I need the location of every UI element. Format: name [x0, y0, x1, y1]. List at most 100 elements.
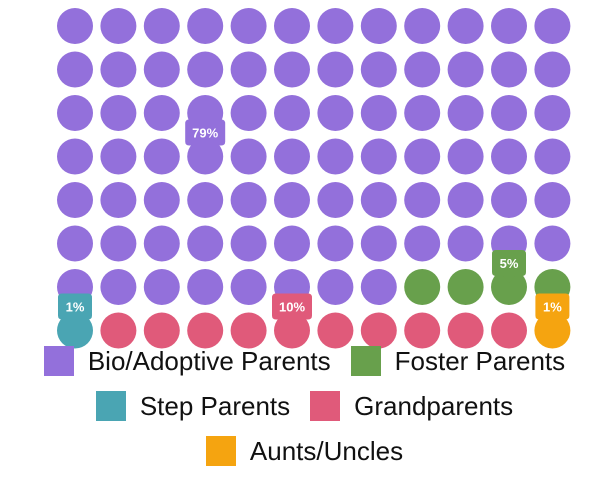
legend-swatch	[95, 391, 126, 421]
callout-bubble	[185, 119, 226, 153]
waffle-cell-bio	[230, 95, 267, 131]
waffle-cell-bio	[230, 51, 267, 88]
waffle-cell-bio	[360, 138, 397, 175]
waffle-cell-grand	[274, 312, 310, 349]
waffle-cell-grand	[100, 312, 137, 349]
waffle-cell-bio	[187, 8, 224, 44]
legend-swatch	[350, 346, 381, 376]
legend-swatch	[43, 346, 74, 376]
waffle-cell-bio	[491, 51, 527, 88]
waffle-cell-grand	[230, 312, 267, 349]
waffle-cell-grand	[187, 312, 224, 349]
legend-label: Aunts/Uncles	[249, 436, 404, 466]
legend-item-step: Step Parents	[95, 391, 291, 421]
waffle-cell-bio	[447, 95, 484, 131]
waffle-cell-bio	[404, 138, 441, 175]
waffle-cell-bio	[143, 225, 180, 262]
waffle-cell-bio	[360, 95, 397, 131]
waffle-cell-grand	[404, 312, 441, 349]
legend-label: Step Parents	[139, 391, 291, 421]
waffle-cell-bio	[100, 138, 137, 175]
legend-row: Step Parents Grandparents	[0, 391, 609, 421]
waffle-cell-bio	[404, 51, 441, 88]
waffle-cell-bio	[360, 225, 397, 262]
legend-label: Grandparents	[354, 391, 514, 421]
waffle-cell-aunt	[534, 312, 571, 349]
callout-foster: 5%	[492, 250, 526, 283]
data-label: 1%	[66, 300, 85, 315]
callout-bubble	[58, 293, 92, 327]
legend-item-bio: Bio/Adoptive Parents	[43, 346, 331, 376]
legend-item-aunt: Aunts/Uncles	[205, 436, 404, 466]
waffle-cell-grand	[491, 312, 527, 349]
callout-bubble	[535, 293, 570, 327]
waffle-cell-bio	[230, 138, 267, 175]
callout-aunt: 1%	[535, 293, 570, 327]
waffle-cell-bio	[491, 182, 527, 218]
callout-bubble	[492, 250, 526, 283]
legend-row: Aunts/Uncles	[0, 436, 609, 466]
waffle-cell-grand	[447, 312, 484, 349]
waffle-cell-bio	[143, 8, 180, 44]
legend-swatch	[310, 391, 341, 421]
waffle-cell-bio	[491, 95, 527, 131]
waffle-cell-bio	[491, 138, 527, 175]
waffle-cell-bio	[57, 8, 93, 44]
legend-item-foster: Foster Parents	[350, 346, 566, 376]
callout-bio: 79%	[185, 119, 226, 153]
waffle-cell-bio	[100, 8, 137, 44]
legend-label: Bio/Adoptive Parents	[87, 346, 331, 376]
waffle-cell-grand	[143, 312, 180, 349]
data-label: 79%	[192, 126, 218, 141]
waffle-cell-bio	[274, 95, 310, 131]
waffle-cell-bio	[274, 51, 310, 88]
waffle-cell-bio	[491, 8, 527, 44]
waffle-cell-bio	[534, 95, 571, 131]
waffle-cell-bio	[317, 138, 354, 175]
waffle-cell-bio	[100, 269, 137, 305]
waffle-cell-bio	[100, 95, 137, 131]
legend-label: Foster Parents	[394, 346, 566, 376]
waffle-cell-bio	[447, 225, 484, 262]
waffle-cell-bio	[404, 95, 441, 131]
legend-row: Bio/Adoptive Parents Foster Parents	[0, 346, 609, 376]
waffle-cell-bio	[57, 182, 93, 218]
waffle-cell-bio	[534, 182, 571, 218]
waffle-cell-bio	[360, 8, 397, 44]
waffle-cell-bio	[360, 182, 397, 218]
waffle-cell-bio	[143, 269, 180, 305]
waffle-cell-bio	[57, 51, 93, 88]
waffle-cell-bio	[360, 51, 397, 88]
waffle-cell-bio	[143, 138, 180, 175]
waffle-cell-bio	[534, 51, 571, 88]
waffle-cell-foster	[404, 269, 441, 305]
waffle-cell-bio	[317, 182, 354, 218]
waffle-cell-bio	[274, 225, 310, 262]
waffle-cell-bio	[317, 225, 354, 262]
legend-swatch	[205, 436, 236, 466]
waffle-cell-bio	[274, 138, 310, 175]
waffle-cell-bio	[447, 138, 484, 175]
waffle-cell-bio	[360, 269, 397, 305]
callout-grand: 10%	[272, 293, 312, 327]
waffle-cell-bio	[447, 182, 484, 218]
waffle-cell-bio	[100, 51, 137, 88]
data-label: 10%	[279, 300, 305, 315]
waffle-cell-bio	[317, 269, 354, 305]
waffle-cell-bio	[100, 225, 137, 262]
waffle-cell-bio	[274, 182, 310, 218]
waffle-cell-bio	[187, 51, 224, 88]
waffle-cell-bio	[534, 138, 571, 175]
waffle-cell-foster	[491, 269, 527, 305]
waffle-callouts: 79% 5% 1% 10% 1%	[58, 119, 570, 327]
waffle-chart: 79% 5% 1% 10% 1%	[57, 8, 571, 349]
waffle-cell-grand	[360, 312, 397, 349]
waffle-cell-bio	[230, 269, 267, 305]
callout-bubble	[272, 293, 312, 327]
waffle-cell-bio	[317, 95, 354, 131]
waffle-cell-bio	[534, 8, 571, 44]
waffle-cells	[57, 8, 571, 349]
waffle-cell-grand	[317, 312, 354, 349]
legend-item-grand: Grandparents	[310, 391, 513, 421]
waffle-cell-bio	[404, 182, 441, 218]
